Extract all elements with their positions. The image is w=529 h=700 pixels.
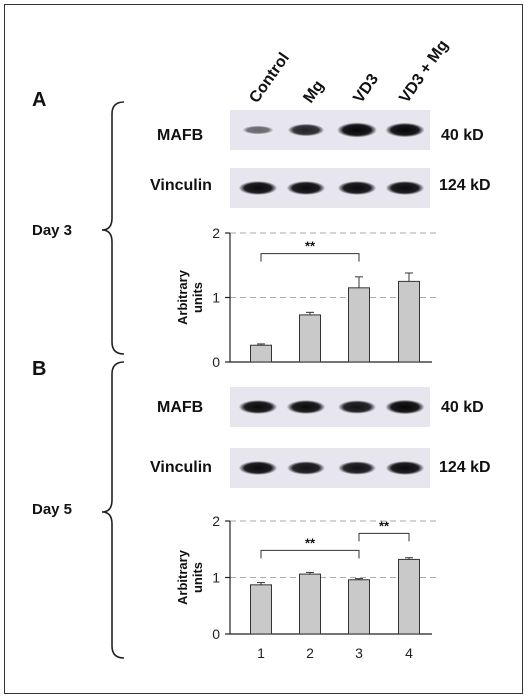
blot-vinculin-day3 xyxy=(230,168,430,208)
day5-brace xyxy=(101,361,125,659)
y-axis-label: Arbitraryunits xyxy=(175,549,205,605)
y-tick-label: 1 xyxy=(212,290,220,306)
blot-mafb-day5 xyxy=(230,387,430,427)
day-label-a: Day 3 xyxy=(32,222,72,239)
y-tick-label: 0 xyxy=(212,354,220,370)
blot-band xyxy=(337,181,377,195)
significance-bracket xyxy=(260,549,360,559)
bar xyxy=(398,280,420,363)
blot-mafb-day3 xyxy=(230,110,430,150)
blot-band xyxy=(385,461,425,475)
bar xyxy=(348,579,370,635)
blot-vinculin-day5 xyxy=(230,448,430,488)
lane-label-mg: Mg xyxy=(300,78,327,107)
x-tick-label: 4 xyxy=(405,645,413,661)
blot-band xyxy=(238,461,278,475)
panel-b: B Day 5 MAFB 40 kD Vinculin 124 kD 0 1 2 Ar… xyxy=(32,358,491,661)
blot-label-mafb-b: MAFB xyxy=(157,399,203,416)
day-label-b: Day 5 xyxy=(32,501,72,518)
lane-label-vd3: VD3 xyxy=(350,71,382,106)
x-tick-label: 2 xyxy=(306,645,314,661)
bar xyxy=(398,558,420,635)
y-tick-label: 2 xyxy=(212,513,220,529)
blot-band xyxy=(242,125,274,135)
panel-letter-b: B xyxy=(32,358,46,380)
panel-letter-a: A xyxy=(32,89,46,111)
lane-label-control: Control xyxy=(246,50,293,106)
blot-band xyxy=(238,400,278,414)
significance-label: ** xyxy=(379,518,390,533)
blot-label-vinculin-a: Vinculin xyxy=(150,177,212,194)
blot-band xyxy=(337,122,377,138)
blot-band xyxy=(287,123,325,137)
blot-band xyxy=(286,400,326,414)
bar-chart-day5: 0 1 2 Arbitraryunits 1 2 3 4 ** ** xyxy=(175,513,440,661)
blot-label-vinculin-b: Vinculin xyxy=(150,459,212,476)
significance-bracket xyxy=(358,532,410,542)
y-tick-label: 0 xyxy=(212,626,220,642)
blot-band xyxy=(338,461,376,475)
significance-bracket xyxy=(260,253,360,262)
bar-chart-day3: 0 1 2 Arbitraryunits ** xyxy=(175,225,440,370)
blot-band xyxy=(385,122,425,138)
blot-kd-mafb-b: 40 kD xyxy=(441,399,484,416)
blot-band xyxy=(385,181,425,195)
blot-kd-mafb-a: 40 kD xyxy=(441,127,484,144)
significance-label: ** xyxy=(305,239,316,254)
blot-kd-vinculin-a: 124 kD xyxy=(439,177,491,194)
y-tick-label: 2 xyxy=(212,225,220,241)
figure-frame xyxy=(4,4,523,694)
lane-labels: Control Mg VD3 VD3 + Mg xyxy=(246,37,451,106)
blot-label-mafb-a: MAFB xyxy=(157,127,203,144)
blot-band xyxy=(287,461,325,475)
bar xyxy=(250,584,272,635)
day3-brace xyxy=(101,101,125,355)
blot-band xyxy=(238,181,278,195)
significance-label: ** xyxy=(305,535,316,550)
bar xyxy=(299,314,321,363)
blot-kd-vinculin-b: 124 kD xyxy=(439,459,491,476)
blot-band xyxy=(385,399,425,415)
y-axis-label: Arbitraryunits xyxy=(175,269,205,325)
lane-label-vd3-mg: VD3 + Mg xyxy=(396,37,451,106)
blot-band xyxy=(338,400,376,414)
x-tick-label: 3 xyxy=(355,645,363,661)
panel-a: A Day 3 MAFB 40 kD Vinculin 124 kD 0 1 2 Ar… xyxy=(32,89,491,370)
bar xyxy=(250,344,272,363)
blot-band xyxy=(286,181,326,195)
y-tick-label: 1 xyxy=(212,570,220,586)
x-tick-label: 1 xyxy=(257,645,265,661)
bar xyxy=(299,573,321,635)
bar xyxy=(348,287,370,363)
